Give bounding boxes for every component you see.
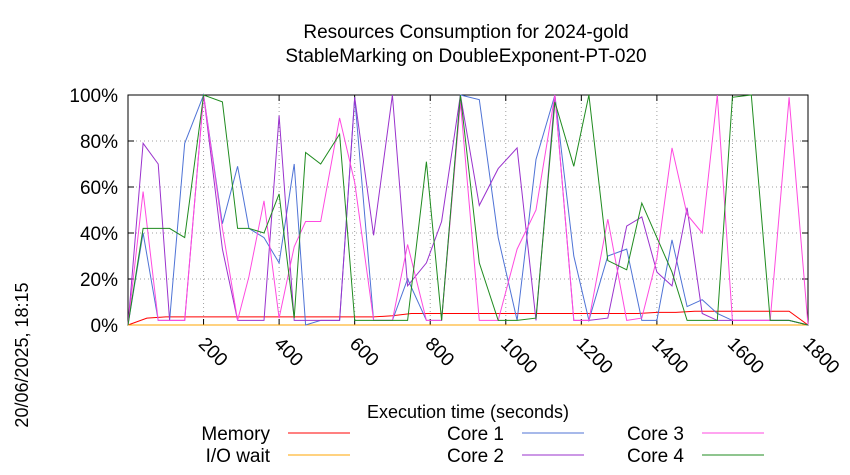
series-line-core-2 (127, 94, 809, 326)
y-axis-ticks: 0% 20% 40% 60% 80% 100% (69, 86, 808, 337)
series-line-core-4 (127, 94, 809, 326)
y-tick-label: 20% (80, 270, 118, 291)
legend-label-core-3: Core 3 (627, 424, 684, 445)
chart-subtitle: StableMarking on DoubleExponent-PT-020 (285, 46, 646, 67)
grid-lines (128, 95, 808, 325)
x-tick-label: 1800 (798, 334, 843, 379)
legend-label-core-2: Core 2 (447, 446, 504, 467)
series-line-memory (127, 310, 809, 326)
y-tick-label: 100% (69, 86, 118, 107)
chart-title: Resources Consumption for 2024-gold (303, 22, 628, 43)
x-axis-ticks: 200 400 600 800 1000 1200 1400 1600 1800 (194, 95, 843, 378)
x-tick-label: 800 (421, 334, 458, 371)
y-tick-label: 0% (91, 316, 119, 337)
x-tick-label: 1600 (723, 334, 768, 379)
series-line-core-3 (127, 94, 809, 326)
y-tick-label: 60% (80, 178, 118, 199)
series-lines (127, 93, 809, 326)
x-tick-label: 1400 (647, 334, 692, 379)
timestamp-label: 20/06/2025, 18:15 (12, 282, 32, 427)
x-tick-label: 1000 (496, 334, 541, 379)
y-tick-label: 80% (80, 132, 118, 153)
legend-label-core-4: Core 4 (627, 446, 684, 467)
legend-label-i-o-wait: I/O wait (206, 446, 271, 467)
legend-label-memory: Memory (201, 424, 270, 445)
x-tick-label: 1200 (572, 334, 617, 379)
x-tick-label: 600 (345, 334, 382, 371)
x-axis-label: Execution time (seconds) (367, 402, 569, 422)
y-tick-label: 40% (80, 224, 118, 245)
plot-area: 0% 20% 40% 60% 80% 100% 200 400 600 800 1000 1200 1… (69, 86, 843, 378)
series-line-core-1 (127, 93, 809, 326)
x-tick-label: 200 (194, 334, 231, 371)
legend-label-core-1: Core 1 (447, 424, 504, 445)
plot-frame (127, 94, 809, 326)
x-tick-label: 400 (270, 334, 307, 371)
